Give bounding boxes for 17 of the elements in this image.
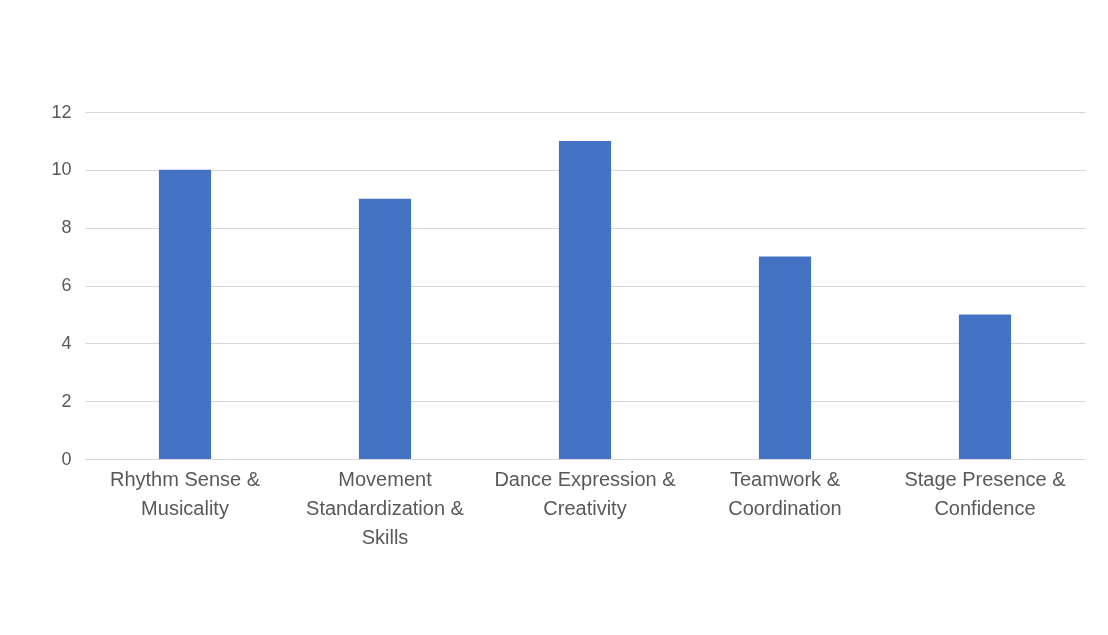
bar [158,169,212,459]
bar [358,198,412,459]
bar [758,256,812,459]
bar [958,314,1012,459]
x-tick-label: Dance Expression & Creativity [494,467,677,519]
bar [558,140,612,459]
y-tick-label: 4 [61,332,72,353]
y-tick-label: 2 [61,390,72,411]
y-tick-label: 6 [61,275,72,295]
y-tick-label: 0 [61,448,72,469]
x-tick-label: Movement Standardization & Skills [306,467,465,548]
y-tick-label: 12 [51,101,72,122]
y-tick-label: 10 [51,159,72,180]
x-tick-label: Stage Presence & Confidence [904,467,1067,519]
y-tick-label: 8 [61,217,72,238]
x-tick-label: Teamwork & Coordination [728,467,842,519]
x-tick-label: Rhythm Sense & Musicality [109,467,261,519]
